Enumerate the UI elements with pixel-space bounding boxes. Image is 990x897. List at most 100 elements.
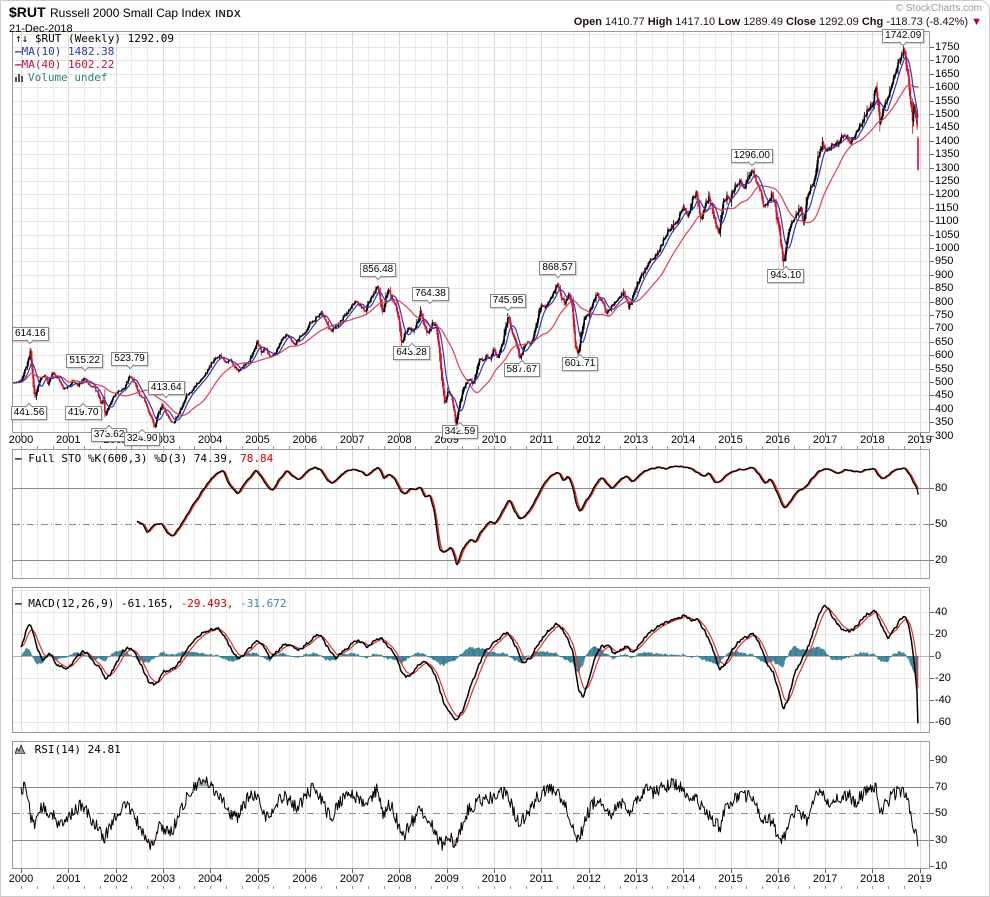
legend-text: $RUT (Weekly) 1292.09 [34, 32, 174, 45]
price-annotation: 764.38 [412, 287, 449, 305]
sto-axis-tick-label: 80 [935, 482, 948, 494]
legend-text: Chg [861, 16, 887, 28]
price-annotation: 1296.00 [730, 148, 773, 166]
x-axis-year-label: 2002 [103, 873, 128, 885]
x-axis-year-label: 2004 [197, 873, 223, 885]
x-axis-year-label: 2007 [339, 873, 365, 885]
x-axis-year-label: 2013 [623, 873, 649, 885]
legend-text: -118.73 (-8.42%) [886, 16, 972, 28]
macd-axis-tick-label: -40 [935, 694, 951, 706]
rsi-area-icon [15, 743, 28, 756]
rsi-axis-tick-label: 30 [935, 833, 948, 846]
legend-text: Volume undef [28, 71, 108, 84]
price-annotation: 515.22 [66, 354, 103, 372]
price-annotation: 856.48 [359, 262, 397, 280]
price-axis-tick-label: 350 [935, 416, 954, 429]
price-annotation: 441.56 [10, 402, 48, 420]
price-axis-tick-label: 300 [935, 429, 954, 442]
sto-legend: — Full STO %K(600,3) %D(3) 74.39, 78.84 [15, 452, 273, 465]
volume-bars-icon [15, 71, 28, 84]
x-axis-year-label: 2013 [623, 434, 649, 446]
price-axis-tick-label: 550 [935, 362, 954, 375]
price-axis-tick-label: 1050 [935, 228, 960, 241]
x-axis-year-label: 2016 [765, 434, 791, 446]
rsi-axis-tick-label: 90 [935, 754, 948, 766]
price-axis-tick-label: 700 [935, 322, 954, 335]
rsi-axis-tick-label: 50 [935, 807, 948, 819]
x-axis-year-label: 2016 [765, 873, 791, 885]
chart-date: 21-Dec-2018 [9, 23, 73, 35]
legend-text: -29.493, [180, 597, 241, 610]
x-axis-year-label: 2014 [670, 873, 696, 885]
macd-axis-tick-label: -20 [935, 672, 951, 684]
price-axis-tick-label: 950 [935, 255, 954, 268]
price-axis-tick-label: 1500 [935, 108, 960, 121]
price-annotation: 523.79 [111, 351, 148, 369]
ma40-dash-icon: — [15, 58, 22, 71]
x-axis-year-label: 2004 [197, 434, 223, 446]
x-axis-year-label: 2017 [812, 873, 838, 885]
exchange: INDX [215, 9, 242, 20]
price-axis-tick-label: 400 [935, 402, 954, 415]
copyright: © StockCharts.com [895, 3, 982, 14]
rsi-axis-tick-label: 70 [935, 780, 948, 793]
chart-header: $RUT Russell 2000 Small Cap Index INDX 2… [9, 4, 241, 35]
x-axis-year-label: 2006 [292, 873, 318, 885]
legend-text: Low [718, 16, 744, 28]
x-axis-year-label: 2001 [56, 434, 81, 446]
legend-text: RSI(14) 24.81 [28, 743, 121, 756]
rsi-legend-line: RSI(14) 24.81 [15, 743, 121, 756]
macd-dash-icon: — [15, 597, 29, 610]
sto-axis-tick-label: 20 [935, 554, 948, 566]
price-annotation: 614.16 [11, 327, 49, 345]
x-axis-year-label: 2000 [8, 434, 34, 446]
price-annotation: 373.62 [90, 424, 128, 442]
x-axis-year-label: 2009 [434, 873, 459, 885]
sto-dash-icon: — [15, 452, 29, 465]
legend-text: -31.672 [240, 597, 287, 610]
sto-axis-tick-label: 50 [935, 518, 948, 530]
price-annotation: 587.67 [503, 359, 541, 377]
price-axis-tick-label: 1350 [935, 148, 960, 161]
x-axis-year-label: 2018 [860, 873, 885, 885]
x-axis-year-label: 2012 [576, 434, 601, 446]
x-axis-year-label: 2005 [245, 434, 270, 446]
main-legend-line: —MA(10) 1482.38 [15, 45, 174, 58]
price-annotation: 1742.09 [882, 29, 925, 47]
x-axis-year-label: 2005 [245, 873, 270, 885]
price-axis-tick-label: 1300 [935, 161, 960, 174]
x-axis-year-label: 2019 [907, 434, 932, 446]
x-axis-year-label: 2010 [481, 873, 507, 885]
x-axis-year-label: 2018 [860, 434, 885, 446]
price-axis-tick-label: 900 [935, 268, 954, 281]
price-axis-tick-label: 1650 [935, 67, 960, 80]
price-axis-tick-label: 1100 [935, 215, 959, 228]
price-axis-tick-label: 850 [935, 282, 954, 295]
price-axis-tick-label: 1550 [935, 94, 960, 107]
macd-legend-line: — MACD(12,26,9) -61.165, -29.493, -31.67… [15, 597, 287, 610]
price-axis-tick-label: 600 [935, 349, 954, 362]
macd-axis-tick-label: 40 [935, 606, 948, 618]
rsi-legend: RSI(14) 24.81 [15, 743, 121, 756]
main-legend-line: —MA(40) 1602.22 [15, 58, 174, 71]
price-axis-tick-label: 800 [935, 295, 954, 308]
legend-text: MA(10) 1482.38 [21, 45, 115, 58]
price-axis-tick-label: 450 [935, 389, 954, 402]
legend-text: MA(40) 1602.22 [21, 58, 115, 71]
price-axis-tick-label: 1150 [935, 201, 959, 214]
price-axis-tick-label: 1600 [935, 81, 960, 94]
chart-header-right: © StockCharts.com Open 1410.77 High 1417… [574, 3, 982, 28]
price-axis-tick-label: 1700 [935, 54, 960, 67]
price-axis-tick-label: 500 [935, 376, 954, 389]
change-down-triangle-icon: ▼ [971, 16, 982, 28]
legend-text: 1289.49 [743, 16, 787, 28]
symbol: $RUT [9, 4, 46, 20]
index-name: Russell 2000 Small Cap Index [50, 6, 211, 20]
main-legend: ↑↓ $RUT (Weekly) 1292.09 —MA(10) 1482.38—… [15, 32, 174, 84]
x-axis-year-label: 2003 [150, 873, 176, 885]
price-annotation: 419.70 [64, 402, 102, 420]
legend-text: 1292.09 [819, 16, 862, 28]
x-axis-year-label: 2008 [387, 434, 412, 446]
price-annotation: 643.28 [393, 342, 430, 360]
